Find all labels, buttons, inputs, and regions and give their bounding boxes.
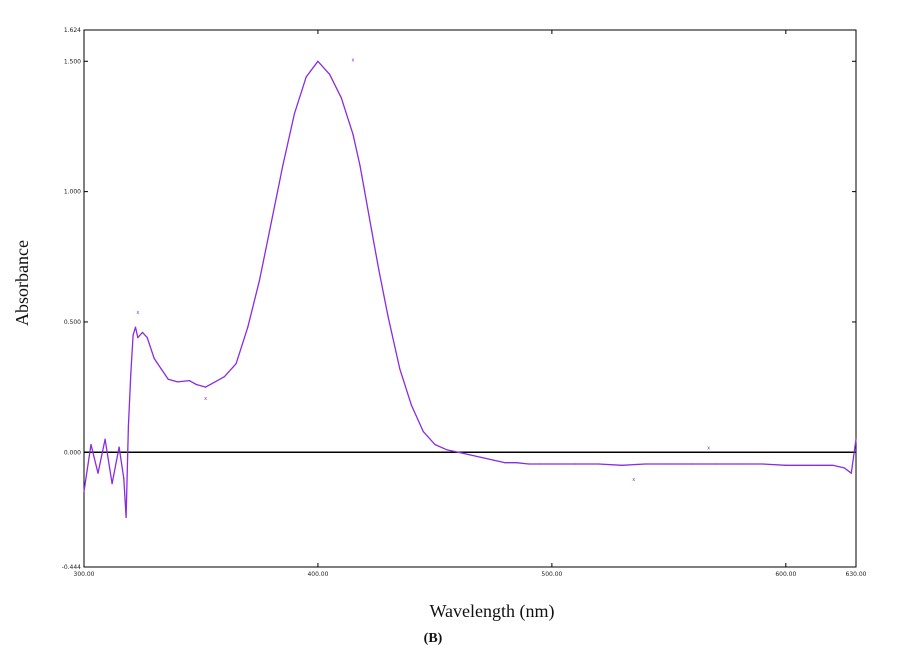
data-point bbox=[130, 373, 132, 375]
data-point bbox=[410, 404, 413, 406]
data-point bbox=[125, 516, 127, 519]
data-point bbox=[329, 73, 331, 75]
data-point bbox=[644, 463, 647, 465]
peak-marker: x bbox=[352, 57, 355, 63]
data-point bbox=[574, 463, 576, 465]
data-point bbox=[160, 368, 162, 370]
data-point bbox=[855, 438, 857, 440]
data-point bbox=[843, 467, 845, 469]
data-point bbox=[214, 381, 216, 383]
y-tick-label: 0.500 bbox=[64, 319, 81, 326]
data-point bbox=[111, 482, 113, 485]
axis-ticks: 300.00 400.00 500.00 600.00 630.00 -0.444 0.00… bbox=[62, 27, 867, 578]
data-point bbox=[785, 464, 787, 466]
data-point bbox=[446, 449, 448, 451]
data-point bbox=[153, 357, 155, 360]
y-tick-label: 0.000 bbox=[64, 449, 81, 456]
y-tick-label: 1.624 bbox=[64, 27, 81, 34]
data-point bbox=[492, 459, 494, 461]
data-point bbox=[399, 368, 401, 370]
peak-marker: x bbox=[632, 477, 635, 483]
data-point bbox=[235, 363, 237, 365]
data-point bbox=[715, 463, 717, 465]
x-tick-label: 300.00 bbox=[74, 571, 95, 578]
peak-marker: x bbox=[136, 310, 139, 316]
x-tick-label: 500.00 bbox=[541, 571, 562, 578]
data-point bbox=[481, 456, 483, 459]
data-point bbox=[539, 463, 541, 465]
panel-label: (B) bbox=[424, 631, 443, 646]
data-point bbox=[422, 430, 424, 433]
data-point bbox=[118, 446, 120, 448]
data-point bbox=[598, 463, 600, 465]
data-point bbox=[83, 490, 85, 493]
data-point bbox=[293, 112, 296, 115]
data-point bbox=[97, 472, 99, 474]
data-point bbox=[132, 334, 134, 336]
data-point bbox=[364, 191, 366, 193]
data-point bbox=[457, 451, 459, 453]
data-point bbox=[668, 463, 670, 465]
peak-marker: x bbox=[707, 446, 710, 452]
data-point bbox=[850, 472, 852, 474]
data-point bbox=[90, 443, 92, 446]
data-point bbox=[359, 164, 361, 167]
data-point bbox=[123, 477, 125, 479]
data-point bbox=[282, 164, 284, 167]
data-point bbox=[134, 326, 137, 328]
data-point bbox=[340, 97, 342, 99]
y-tick-label: -0.444 bbox=[62, 564, 82, 571]
data-point bbox=[167, 378, 169, 380]
data-point bbox=[516, 462, 518, 464]
series-layer bbox=[83, 60, 857, 519]
axes bbox=[83, 29, 857, 568]
data-point bbox=[371, 230, 373, 232]
data-point bbox=[434, 443, 436, 446]
data-point bbox=[305, 76, 307, 78]
data-point bbox=[504, 462, 506, 464]
plot-frame bbox=[83, 29, 857, 568]
data-point bbox=[352, 133, 354, 135]
data-point bbox=[104, 438, 106, 440]
y-axis-title: Absorbance bbox=[12, 240, 32, 326]
data-point bbox=[195, 383, 197, 386]
data-point bbox=[621, 464, 623, 466]
data-point bbox=[808, 464, 810, 466]
data-point bbox=[137, 337, 139, 339]
data-point bbox=[188, 380, 190, 382]
data-point bbox=[317, 60, 319, 62]
x-tick-label: 400.00 bbox=[307, 571, 328, 578]
x-axis-title: Wavelength (nm) bbox=[429, 601, 554, 622]
data-point bbox=[378, 269, 380, 271]
data-point bbox=[247, 326, 249, 328]
data-point bbox=[738, 463, 740, 465]
y-tick-label: 1.500 bbox=[64, 58, 81, 65]
data-point bbox=[223, 376, 225, 378]
data-point bbox=[141, 331, 144, 333]
data-point bbox=[527, 463, 530, 465]
data-point bbox=[761, 463, 764, 465]
y-tick-label: 1.000 bbox=[64, 189, 81, 196]
data-point bbox=[270, 222, 272, 224]
data-point bbox=[551, 463, 553, 465]
x-tick-label: 630.00 bbox=[846, 571, 867, 578]
data-point bbox=[387, 316, 389, 318]
data-point bbox=[469, 454, 471, 456]
absorbance-series-line bbox=[83, 60, 857, 519]
data-point bbox=[205, 386, 207, 388]
data-point bbox=[176, 381, 179, 383]
data-point bbox=[146, 337, 148, 339]
data-point bbox=[127, 425, 130, 427]
peak-marker: x bbox=[204, 396, 207, 402]
data-point bbox=[691, 463, 693, 465]
data-point bbox=[258, 279, 261, 281]
peak-marks: x x x x x bbox=[136, 57, 710, 483]
x-tick-label: 600.00 bbox=[775, 571, 796, 578]
data-point bbox=[832, 464, 834, 466]
